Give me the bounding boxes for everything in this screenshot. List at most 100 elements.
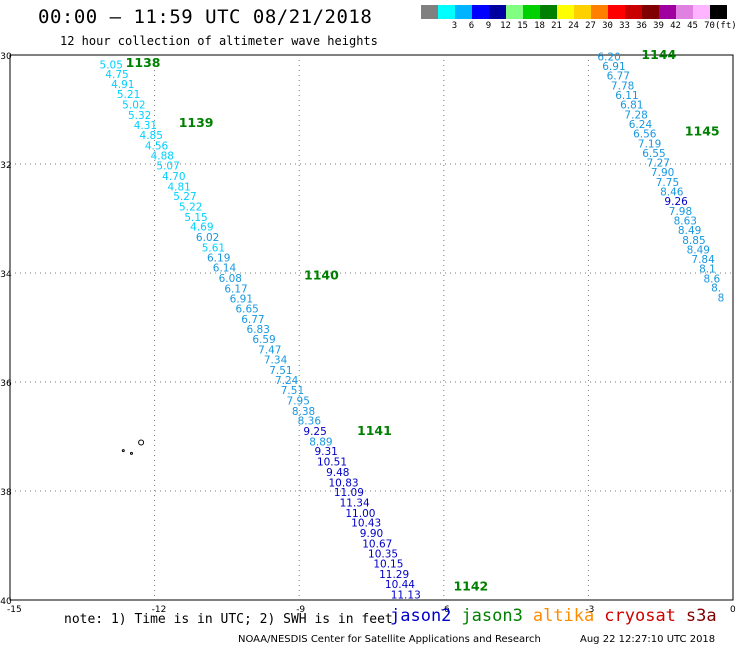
wave-height-value: 8.	[711, 283, 721, 295]
wave-height-value: 8	[718, 293, 725, 305]
wave-height-value: 6.08	[219, 273, 242, 285]
wave-height-value: 7.19	[638, 138, 661, 150]
legend-swatch	[591, 5, 608, 19]
wave-height-value: 5.22	[179, 202, 202, 214]
wave-height-value: 4.88	[151, 150, 174, 162]
pass-time-label: 1139	[179, 115, 214, 130]
legend-swatch	[608, 5, 625, 19]
pass-time-label: 1144	[641, 47, 676, 62]
note-text: note: 1) Time is in UTC; 2) SWH is in fe…	[64, 612, 393, 627]
wave-height-value: 11.29	[379, 569, 409, 581]
wave-height-value: 9.26	[664, 196, 688, 208]
pass-time-label: 1138	[126, 55, 161, 70]
latitude-tick-label: -36	[0, 379, 12, 389]
legend-label: 42	[670, 21, 681, 31]
wave-height-value: 10.51	[317, 457, 347, 469]
wave-height-value: 5.21	[117, 89, 140, 101]
legend-label: 12	[500, 21, 511, 31]
wave-height-value: 7.24	[275, 375, 299, 387]
pass-time-label: 1141	[357, 423, 392, 438]
wave-height-value: 8.6	[703, 273, 720, 285]
wave-height-value: 4.69	[190, 222, 213, 234]
wave-height-value: 11.00	[345, 508, 375, 520]
legend-swatch	[574, 5, 591, 19]
legend-label: 18	[534, 21, 545, 31]
satellite-name: jason2	[390, 606, 452, 626]
wave-height-value: 8.49	[678, 225, 701, 237]
latitude-tick-label: -40	[0, 597, 12, 607]
generated-timestamp: Aug 22 12:27:10 UTC 2018	[580, 634, 716, 645]
legend-label: 9	[485, 21, 492, 31]
legend-swatch	[438, 5, 455, 19]
legend-label: 27	[585, 21, 596, 31]
legend-swatch	[489, 5, 506, 19]
wave-height-value: 6.20	[597, 52, 620, 64]
wave-height-value: 9.25	[303, 426, 326, 438]
wave-height-value: 5.61	[202, 242, 225, 254]
wave-height-value: 5.15	[184, 212, 207, 224]
legend-label: 24	[568, 21, 579, 31]
longitude-tick-label: -3	[585, 605, 594, 615]
wave-height-value: 7.51	[269, 365, 292, 377]
island-marker	[129, 451, 133, 455]
map-frame	[9, 54, 734, 601]
pass-time-label: 1145	[685, 123, 720, 138]
wave-height-value: 6.24	[629, 119, 653, 131]
longitude-tick-label: -6	[441, 605, 450, 615]
island-marker	[138, 439, 145, 446]
wave-height-value: 8.46	[660, 186, 684, 198]
wave-height-value: 8.38	[292, 406, 315, 418]
latitude-tick-label: -32	[0, 161, 12, 171]
legend-swatch	[642, 5, 659, 19]
legend-label: 6	[468, 21, 475, 31]
legend-swatch	[421, 5, 438, 19]
wave-height-value: 11.09	[334, 487, 364, 499]
wave-height-value: 7.47	[258, 344, 281, 356]
wave-height-value: 5.02	[122, 100, 145, 112]
wave-height-value: 7.27	[647, 157, 670, 169]
pass-time-label: 1140	[304, 268, 339, 283]
wave-height-value: 4.75	[105, 69, 128, 81]
satellite-name: altika	[532, 606, 595, 626]
wave-height-value: 6.77	[607, 71, 630, 83]
legend-swatch	[693, 5, 710, 19]
wave-height-value: 11.13	[391, 590, 421, 602]
wave-height-value: 5.32	[128, 110, 151, 122]
wave-height-value: 7.90	[651, 167, 674, 179]
satellite-name: cryosat	[604, 606, 676, 626]
map-title: 00:00 – 11:59 UTC 08/21/2018	[38, 6, 373, 28]
wave-height-value: 6.17	[224, 283, 247, 295]
wave-height-value: 10.67	[362, 538, 392, 550]
legend-label: 36	[636, 21, 647, 31]
wave-height-value: 4.70	[162, 171, 185, 183]
latitude-tick-label: -38	[0, 488, 12, 498]
wave-height-value: 8.89	[309, 436, 332, 448]
legend-label: 15	[517, 21, 528, 31]
wave-height-value: 11.34	[340, 497, 370, 509]
legend-label: 39	[653, 21, 664, 31]
wave-height-value: 9.31	[314, 446, 337, 458]
legend-swatch	[676, 5, 693, 19]
wave-height-value: 10.15	[373, 558, 403, 570]
wave-height-value: 6.65	[235, 303, 258, 315]
wave-height-value: 8.36	[298, 416, 322, 428]
satellite-name: s3a	[685, 606, 717, 626]
wave-height-value: 5.05	[100, 59, 123, 71]
wave-height-value: 6.55	[642, 148, 665, 160]
wave-height-value: 6.19	[207, 253, 230, 265]
legend-label: 70	[704, 21, 715, 31]
wave-height-value: 6.14	[213, 263, 237, 275]
latitude-tick-label: -34	[0, 270, 12, 280]
wave-height-value: 4.81	[167, 181, 190, 193]
wave-height-value: 6.59	[252, 334, 275, 346]
wave-height-value: 5.27	[173, 191, 196, 203]
wave-height-value: 10.44	[385, 579, 415, 591]
legend-unit: (ft)	[715, 21, 737, 31]
wave-height-value: 6.56	[633, 128, 657, 140]
wave-height-value: 7.98	[669, 206, 692, 218]
wave-height-value: 4.85	[140, 130, 163, 142]
wave-height-value: 7.28	[624, 109, 647, 121]
wave-height-value: 6.83	[247, 324, 270, 336]
legend-label: 21	[551, 21, 562, 31]
